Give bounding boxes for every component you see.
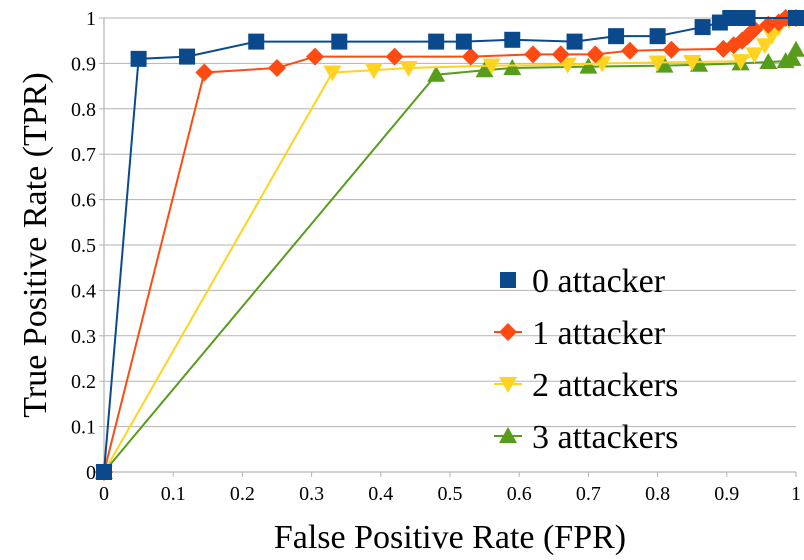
x-tick-label: 0.9	[714, 483, 739, 505]
data-point	[551, 45, 570, 64]
legend: 0 attacker 1 attacker 2 attackers 3 attacke…	[494, 263, 678, 456]
series-3	[95, 40, 804, 479]
data-point	[475, 61, 494, 78]
legend-item: 3 attackers	[494, 419, 678, 456]
x-tick-label: 0.1	[161, 483, 186, 505]
data-point	[759, 53, 778, 70]
legend-item: 1 attacker	[494, 315, 666, 352]
legend-item: 0 attacker	[500, 263, 666, 300]
data-point	[524, 45, 543, 64]
x-tick-label: 0.7	[576, 483, 601, 505]
data-point	[579, 57, 598, 74]
data-point	[268, 58, 286, 77]
data-point	[783, 49, 802, 66]
x-axis-title: False Positive Rate (FPR)	[274, 519, 626, 556]
data-point	[787, 40, 804, 57]
data-point	[331, 33, 348, 50]
data-point	[649, 28, 666, 45]
data-point	[586, 45, 605, 64]
data-point	[558, 57, 577, 74]
data-point	[130, 50, 147, 67]
data-point	[428, 33, 445, 50]
data-point	[195, 63, 214, 82]
data-point	[731, 54, 750, 71]
series-line	[103, 49, 797, 473]
legend-label: 2 attackers	[532, 367, 678, 404]
x-tick-label: 0.8	[645, 483, 670, 505]
x-tick-label: 0.2	[230, 483, 255, 505]
x-tick-label: 0.5	[438, 483, 463, 505]
data-point	[739, 10, 756, 26]
data-point	[762, 29, 781, 46]
data-point	[690, 55, 709, 72]
data-point	[461, 47, 480, 66]
data-point	[455, 33, 472, 50]
data-point	[608, 28, 625, 45]
data-point	[323, 65, 342, 82]
data-point	[482, 58, 501, 75]
data-point	[504, 31, 521, 48]
data-point	[648, 55, 667, 72]
data-point	[683, 55, 702, 72]
y-tick-label: 0.7	[71, 144, 96, 166]
x-tick-label: 0.4	[368, 483, 393, 505]
data-point	[179, 48, 196, 65]
data-point	[427, 65, 446, 82]
data-point	[655, 56, 674, 73]
y-tick-label: 0.5	[71, 235, 96, 257]
data-point	[620, 41, 639, 60]
data-point	[248, 33, 265, 50]
legend-label: 0 attacker	[532, 263, 666, 300]
legend-item: 2 attackers	[494, 367, 678, 404]
series-1	[95, 9, 804, 481]
data-point	[566, 33, 583, 50]
data-point	[306, 47, 325, 66]
grid-lines	[104, 17, 796, 428]
x-tick-label: 0	[99, 483, 109, 505]
data-point	[385, 47, 404, 66]
legend-label: 3 attackers	[532, 419, 678, 456]
data-point	[503, 58, 522, 75]
y-axis-title: True Positive Rate (TPR)	[17, 72, 54, 417]
x-tick-label: 0.6	[507, 483, 532, 505]
data-point	[745, 47, 764, 64]
data-point	[788, 10, 804, 26]
data-point	[364, 63, 383, 80]
series-0	[96, 10, 804, 480]
data-point	[399, 60, 418, 77]
y-tick-label: 0.6	[71, 190, 96, 212]
data-point	[755, 38, 774, 55]
y-tick-label: 0.3	[71, 326, 96, 348]
series-group	[95, 9, 804, 481]
y-tick-label: 0.4	[71, 280, 96, 302]
data-point	[662, 40, 681, 59]
y-tick-label: 0.2	[71, 371, 96, 393]
data-point	[694, 19, 711, 36]
axes	[99, 17, 797, 477]
legend-label: 1 attacker	[532, 315, 666, 352]
y-tick-label: 0.1	[71, 417, 96, 439]
x-tick-label: 1	[791, 483, 801, 505]
x-tick-label: 0.3	[299, 483, 324, 505]
legend-marker	[500, 272, 516, 288]
y-tick-label: 0	[86, 462, 96, 484]
y-tick-label: 0.9	[71, 53, 96, 75]
y-tick-label: 0.8	[71, 99, 96, 121]
y-tick-label: 1	[86, 8, 96, 30]
tick-labels: 0 0.1 0.2 0.3 0.4 0.5 0.6 0.7 0.8 0.9 1 0 0.1 0.2 0.3 0…	[71, 8, 801, 505]
data-point	[96, 464, 112, 480]
